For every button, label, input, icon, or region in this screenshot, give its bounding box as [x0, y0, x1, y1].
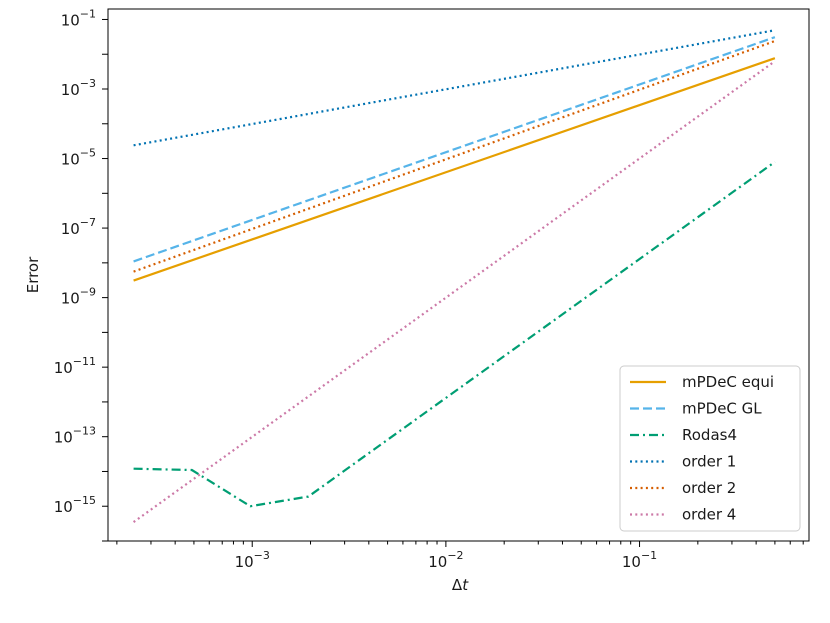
x-tick-label: 10−2: [428, 549, 463, 571]
legend-label-0: mPDeC equi: [682, 373, 774, 391]
y-tick-base: 10: [54, 498, 73, 516]
y-tick-base: 10: [61, 151, 80, 169]
y-tick-label: 10−13: [54, 425, 96, 447]
y-tick-label: 10−15: [54, 494, 96, 516]
series-layer: [132, 29, 776, 523]
x-axis-label-delta: Δ: [452, 576, 463, 594]
y-tick-base: 10: [61, 11, 80, 29]
x-tick-label: 10−3: [235, 549, 270, 571]
y-tick-exponent: −11: [73, 355, 96, 368]
legend-label-4: order 2: [682, 479, 736, 497]
series-line-2: [133, 161, 776, 508]
y-tick-base: 10: [54, 359, 73, 377]
y-tick-label: 10−7: [61, 216, 96, 238]
legend: mPDeC equi mPDeC GL Rodas4 order 1 order 2 or…: [619, 365, 801, 532]
x-axis-label-var: t: [462, 576, 469, 594]
x-tick-exponent: −3: [254, 549, 270, 562]
y-tick-label: 10−5: [61, 147, 96, 169]
legend-label-3: order 1: [682, 453, 736, 471]
x-tick-exponent: −2: [447, 549, 463, 562]
series-line-0: [133, 57, 776, 282]
legend-label-1: mPDeC GL: [682, 400, 762, 418]
y-tick-exponent: −1: [80, 7, 96, 20]
y-tick-exponent: −13: [73, 425, 96, 438]
y-axis-label: Error: [24, 256, 42, 293]
y-tick-base: 10: [54, 429, 73, 447]
y-tick-base: 10: [61, 290, 80, 308]
x-tick-base: 10: [235, 553, 254, 571]
x-axis-ticks: 10−3 10−2 10−1: [116, 541, 804, 571]
x-tick-label: 10−1: [622, 549, 657, 571]
y-tick-label: 10−1: [61, 7, 96, 29]
y-tick-exponent: −15: [73, 494, 96, 507]
legend-label-2: Rodas4: [682, 426, 737, 444]
x-tick-base: 10: [428, 553, 447, 571]
y-tick-label: 10−11: [54, 355, 96, 377]
y-tick-base: 10: [61, 81, 80, 99]
y-tick-exponent: −3: [80, 77, 96, 90]
y-tick-label: 10−3: [61, 77, 96, 99]
legend-label-5: order 4: [682, 506, 736, 524]
y-tick-exponent: −5: [80, 147, 96, 160]
y-tick-base: 10: [61, 220, 80, 238]
series-line-1: [133, 36, 776, 263]
x-axis-label: Δt: [452, 576, 469, 594]
series-line-4: [133, 39, 776, 273]
y-tick-label: 10−9: [61, 286, 96, 308]
series-line-5: [132, 60, 776, 523]
legend-box: [619, 365, 801, 532]
x-tick-exponent: −1: [641, 549, 657, 562]
y-tick-exponent: −9: [80, 286, 96, 299]
x-tick-base: 10: [622, 553, 641, 571]
y-tick-exponent: −7: [80, 216, 96, 229]
